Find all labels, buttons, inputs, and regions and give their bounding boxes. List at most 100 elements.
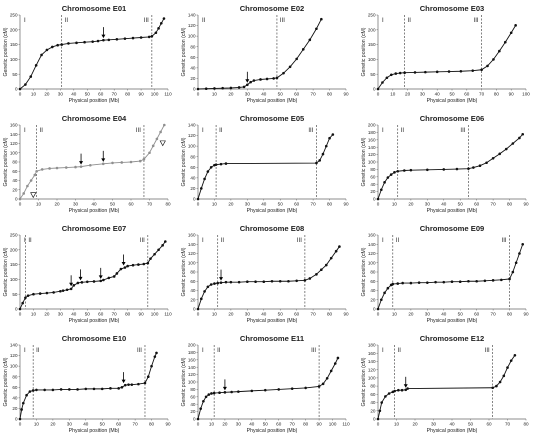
data-point <box>511 142 515 145</box>
y-axis-label: Genetic position (cM) <box>3 27 9 76</box>
data-point <box>146 375 150 379</box>
data-point <box>224 162 228 165</box>
data-point <box>521 242 525 246</box>
y-tick-label: 60 <box>370 392 376 397</box>
data-point <box>287 279 290 283</box>
x-tick-label: 90 <box>523 312 529 317</box>
data-point <box>207 393 211 396</box>
data-point <box>209 283 213 286</box>
data-point <box>76 281 80 285</box>
data-point <box>511 270 515 274</box>
region-label: I <box>24 18 26 24</box>
data-point <box>246 83 249 87</box>
x-axis-label: Physical position (Mb) <box>247 208 298 214</box>
data-point <box>262 280 266 284</box>
data-point <box>159 21 163 25</box>
data-point <box>148 151 151 155</box>
y-tick-label: 140 <box>10 343 18 348</box>
data-point <box>96 39 100 43</box>
y-tick-label: 20 <box>190 76 196 81</box>
x-tick-label: 30 <box>425 312 431 317</box>
x-tick-label: 110 <box>164 92 172 97</box>
data-point <box>157 27 160 30</box>
data-point <box>277 388 281 391</box>
y-tick-label: 160 <box>368 233 376 238</box>
y-axis-label: Genetic position (cM) <box>181 27 187 76</box>
data-point <box>91 40 94 43</box>
data-point <box>24 83 27 86</box>
region-label: III <box>460 128 465 134</box>
x-tick-label: 60 <box>486 422 492 427</box>
y-tick-label: 80 <box>370 384 376 389</box>
marker-arrow-head <box>219 277 224 281</box>
series-line <box>377 133 524 200</box>
series-line <box>19 352 157 420</box>
data-point <box>229 280 233 284</box>
data-point <box>331 133 335 136</box>
y-tick-label: 40 <box>370 288 376 293</box>
data-point <box>209 165 213 169</box>
x-tick-label: 70 <box>311 92 317 97</box>
marker-arrow-head <box>98 275 103 279</box>
panel-title: Chromosome E10 <box>62 334 127 343</box>
data-point <box>250 389 254 393</box>
x-axis-label: Physical position (Mb) <box>427 318 478 324</box>
data-point <box>99 279 103 283</box>
y-tick-label: 100 <box>188 380 196 385</box>
panel-chromosome-2: Chromosome E02 0 10 20 30 40 50 60 70 80 90 0 20 40 60… <box>181 4 349 104</box>
data-point <box>242 85 246 89</box>
data-point <box>390 73 393 77</box>
x-tick-label: 90 <box>139 92 145 97</box>
data-point <box>254 280 257 284</box>
x-axis-label: Physical position (Mb) <box>69 208 120 214</box>
y-tick-label: 0 <box>15 417 18 422</box>
data-point <box>40 168 44 171</box>
x-tick-label: 30 <box>58 92 64 97</box>
data-point <box>518 252 521 255</box>
data-point <box>33 173 37 177</box>
data-point <box>508 277 511 281</box>
x-tick-label: 80 <box>507 202 513 207</box>
data-point <box>196 417 200 421</box>
y-tick-label: 160 <box>188 357 196 362</box>
x-tick-label: 0 <box>197 312 200 317</box>
panel-chromosome-9: Chromosome E09 0 10 20 30 40 50 60 70 80 90 0 20 40 60… <box>361 224 529 324</box>
data-point <box>376 87 380 91</box>
data-point <box>325 377 329 380</box>
data-point <box>130 383 134 386</box>
marker-arrow-head <box>121 262 126 266</box>
data-point <box>107 38 111 42</box>
x-tick-label: 100 <box>329 422 337 427</box>
y-tick-label: 100 <box>188 34 196 39</box>
data-point <box>384 395 387 398</box>
y-tick-label: 140 <box>368 145 376 150</box>
data-point <box>129 160 133 164</box>
data-point <box>318 159 321 162</box>
data-point <box>498 152 501 156</box>
y-tick-label: 80 <box>370 270 376 275</box>
data-point <box>162 17 166 20</box>
x-tick-label: 90 <box>343 202 349 207</box>
y-tick-label: 50 <box>12 292 18 297</box>
y-tick-label: 0 <box>193 87 196 92</box>
y-tick-label: 40 <box>370 400 376 405</box>
data-point <box>131 263 135 267</box>
data-point <box>391 282 395 286</box>
region-label: I <box>382 348 384 354</box>
region-label: II <box>221 238 225 244</box>
panel-title: Chromosome E03 <box>420 4 485 13</box>
y-tick-label: 250 <box>10 13 18 18</box>
y-tick-label: 200 <box>368 123 376 128</box>
data-point <box>35 169 38 173</box>
y-tick-label: 40 <box>190 402 196 407</box>
data-point <box>282 71 285 75</box>
x-tick-label: 60 <box>474 202 480 207</box>
y-axis-label: Genetic position (cM) <box>3 137 9 186</box>
data-point <box>498 49 501 53</box>
data-point <box>120 161 124 164</box>
data-point <box>272 77 275 80</box>
x-tick-label: 30 <box>245 92 251 97</box>
y-tick-label: 120 <box>10 353 18 358</box>
marker-arrow-head <box>121 379 126 384</box>
data-point <box>229 86 233 90</box>
